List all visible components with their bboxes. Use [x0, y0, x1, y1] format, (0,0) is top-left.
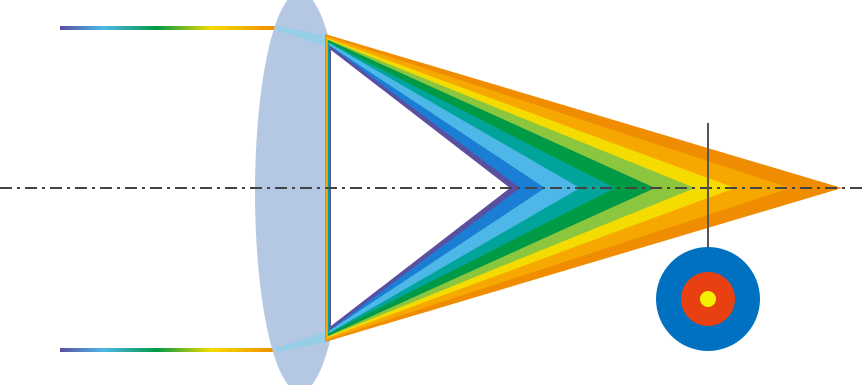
internal-top [276, 26, 330, 48]
ray-top [60, 26, 276, 30]
incoming-rays [60, 26, 276, 352]
lens [255, 0, 345, 385]
internal-bottom [276, 330, 330, 352]
lens-internal-rays [276, 26, 330, 352]
ray-bottom [60, 348, 276, 352]
target [656, 247, 760, 351]
fan-interior [331, 50, 510, 326]
target-center [700, 291, 716, 307]
